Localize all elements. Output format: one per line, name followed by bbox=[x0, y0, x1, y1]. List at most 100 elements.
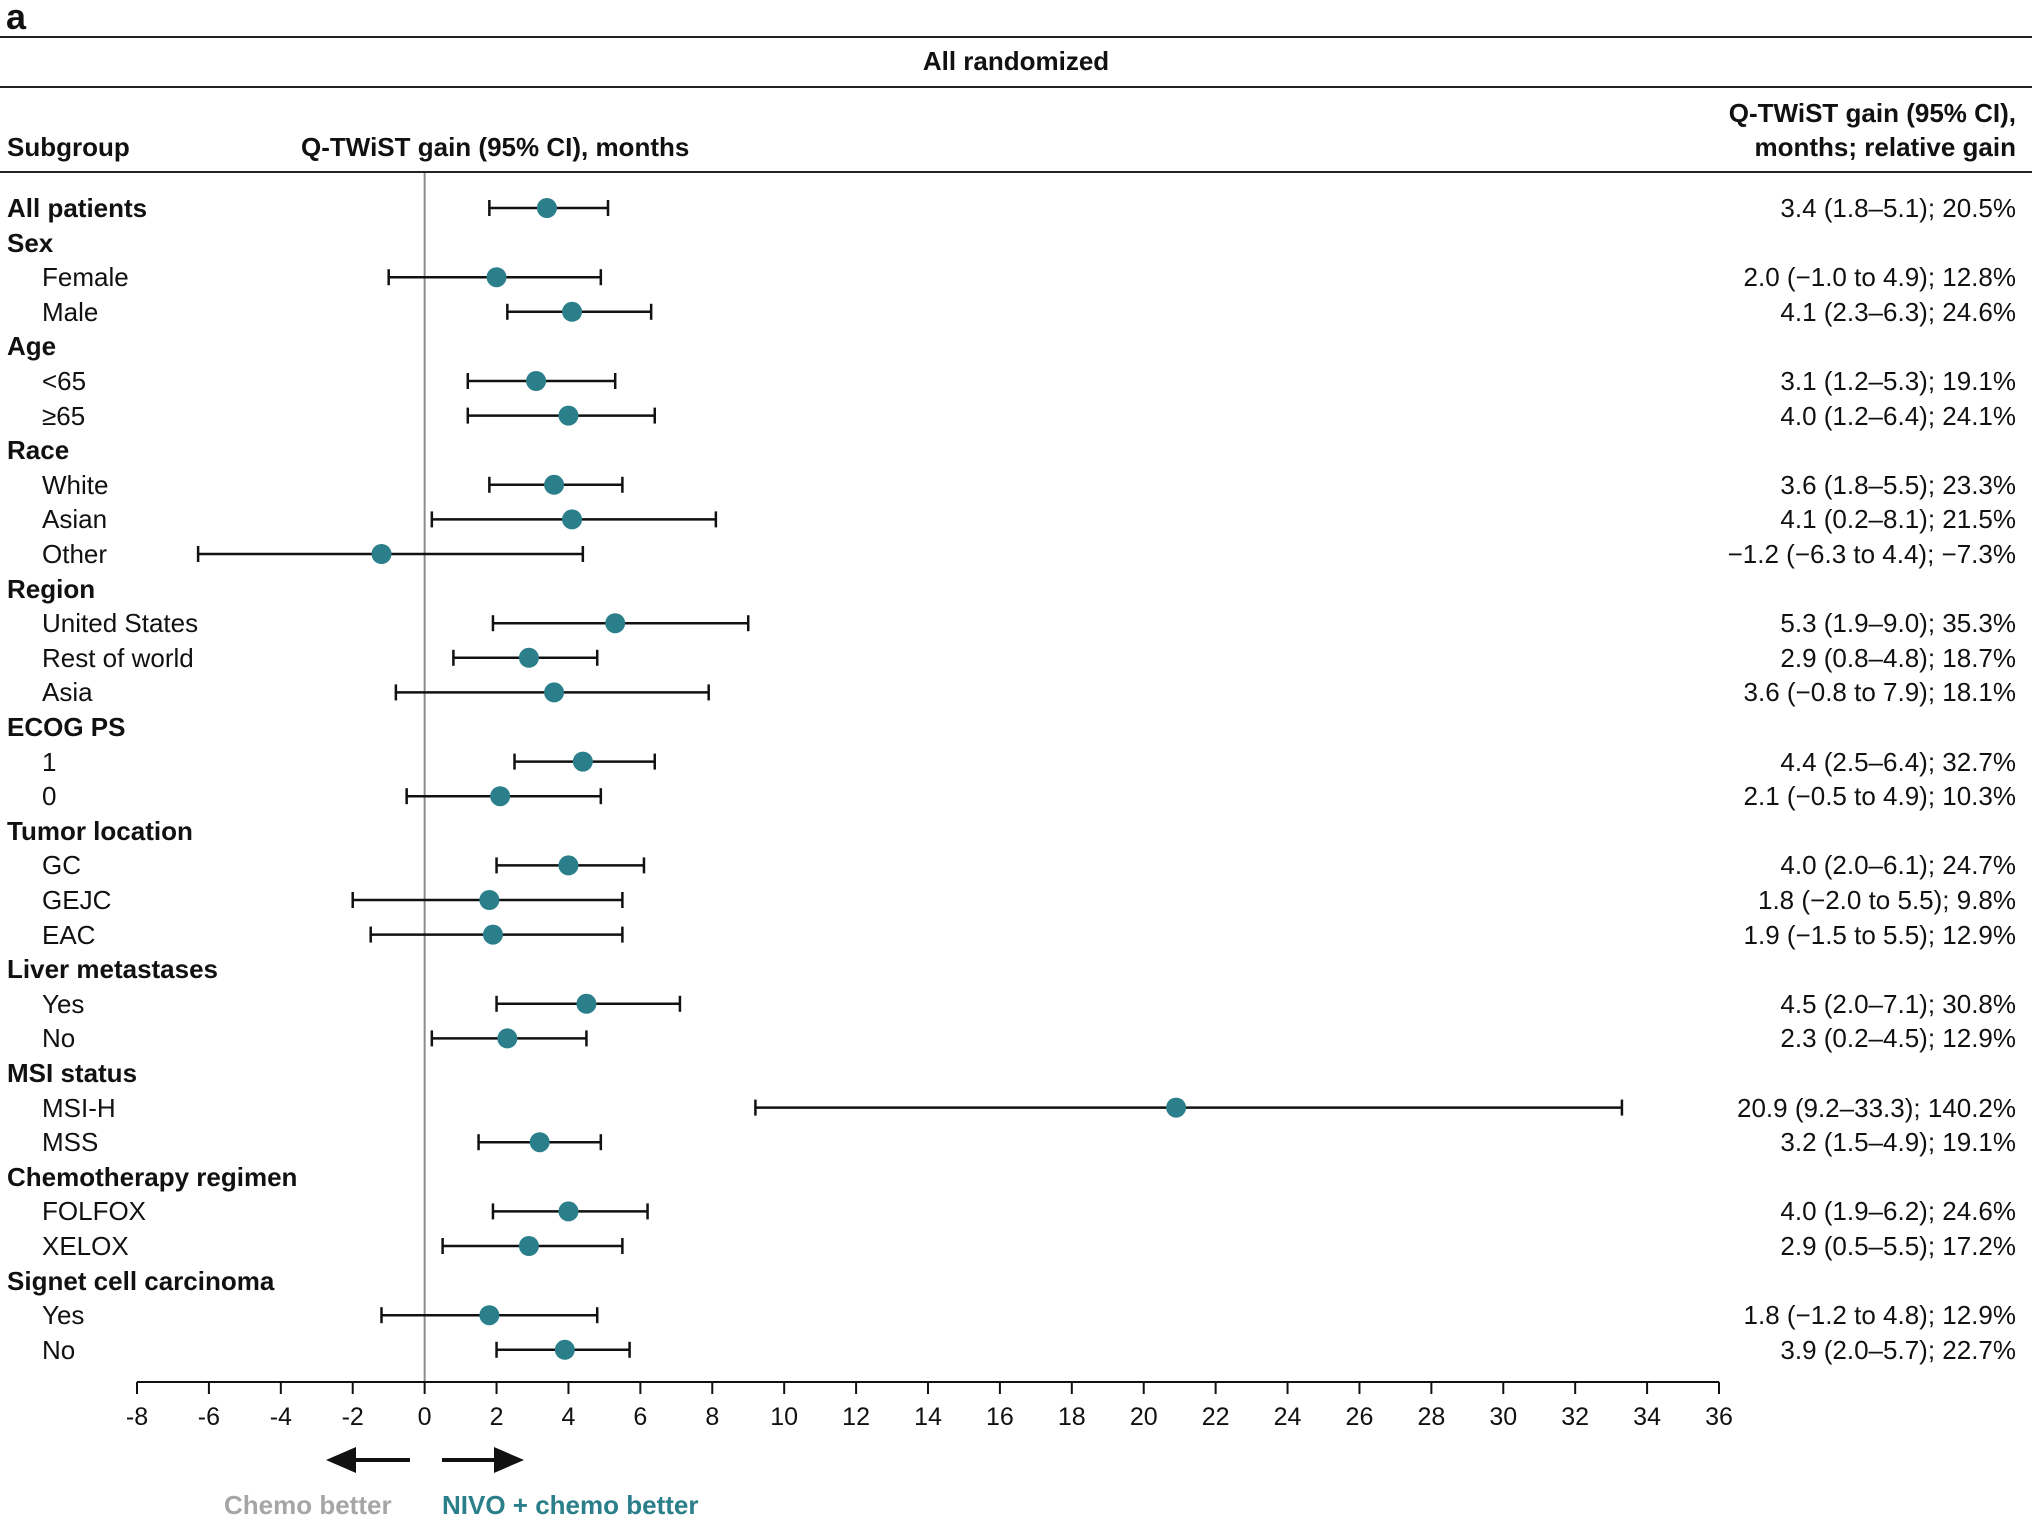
x-tick-label: 0 bbox=[418, 1403, 432, 1431]
right-arrow-head bbox=[494, 1447, 524, 1473]
subgroup-label: No bbox=[42, 1023, 76, 1054]
subgroup-label: White bbox=[42, 469, 109, 500]
nivo-better-label: NIVO + chemo better bbox=[442, 1490, 699, 1520]
point-estimate bbox=[544, 474, 565, 495]
header-rule bbox=[0, 171, 2032, 173]
estimate-text: 3.2 (1.5–4.9); 19.1% bbox=[1780, 1127, 2016, 1158]
point-estimate bbox=[1166, 1097, 1187, 1118]
estimate-text: 2.1 (−0.5 to 4.9); 10.3% bbox=[1743, 781, 2016, 812]
point-estimate bbox=[479, 890, 500, 910]
subgroup-label: <65 bbox=[42, 366, 87, 396]
estimate-text: 3.4 (1.8–5.1); 20.5% bbox=[1780, 193, 2016, 223]
x-tick-label: 28 bbox=[1417, 1403, 1445, 1431]
estimate-text: 4.0 (1.2–6.4); 24.1% bbox=[1780, 400, 2016, 431]
x-tick-label: -2 bbox=[342, 1403, 364, 1431]
x-tick-label: 36 bbox=[1705, 1403, 1733, 1431]
x-tick-label: 34 bbox=[1633, 1403, 1661, 1431]
x-tick-label: 16 bbox=[986, 1403, 1014, 1431]
subgroup-label: Yes bbox=[42, 1300, 85, 1331]
point-estimate bbox=[558, 405, 579, 426]
subgroup-heading: Tumor location bbox=[7, 815, 193, 846]
subgroup-heading: Race bbox=[7, 435, 70, 466]
x-tick-label: -8 bbox=[126, 1403, 148, 1431]
estimate-text: 2.0 (−1.0 to 4.9); 12.8% bbox=[1743, 262, 2016, 293]
point-estimate bbox=[479, 1305, 500, 1326]
subgroup-heading: Region bbox=[7, 573, 96, 604]
point-estimate bbox=[605, 613, 626, 634]
subgroup-label: 1 bbox=[42, 746, 57, 777]
estimate-text: 4.0 (2.0–6.1); 24.7% bbox=[1780, 850, 2016, 881]
point-estimate bbox=[482, 924, 503, 945]
subgroup-label: EAC bbox=[42, 919, 96, 950]
subgroup-heading: Liver metastases bbox=[7, 954, 219, 985]
estimate-text: 1.8 (−2.0 to 5.5); 9.8% bbox=[1758, 885, 2016, 915]
point-estimate bbox=[536, 198, 557, 218]
chemo-better-label: Chemo better bbox=[224, 1490, 392, 1520]
point-estimate bbox=[544, 682, 565, 703]
subgroup-label: Female bbox=[42, 262, 129, 293]
subgroup-heading: MSI status bbox=[7, 1058, 138, 1088]
estimate-text: −1.2 (−6.3 to 4.4); −7.3% bbox=[1727, 539, 2016, 569]
estimate-text: 4.4 (2.5–6.4); 32.7% bbox=[1780, 746, 2016, 777]
point-estimate bbox=[518, 1236, 539, 1256]
point-estimate bbox=[562, 301, 583, 322]
subgroup-label: Other bbox=[42, 539, 108, 569]
subgroup-label: No bbox=[42, 1334, 76, 1365]
point-estimate bbox=[529, 1132, 550, 1153]
subgroup-header: Subgroup bbox=[7, 132, 130, 162]
estimate-text: 2.3 (0.2–4.5); 12.9% bbox=[1780, 1023, 2016, 1054]
point-estimate bbox=[497, 1028, 518, 1049]
x-tick-label: 2 bbox=[490, 1403, 504, 1431]
subgroup-label: XELOX bbox=[42, 1231, 129, 1261]
x-tick-label: 32 bbox=[1561, 1403, 1589, 1431]
estimate-text: 3.9 (2.0–5.7); 22.7% bbox=[1780, 1334, 2016, 1365]
point-estimate bbox=[486, 267, 507, 288]
estimate-text: 20.9 (9.2–33.3); 140.2% bbox=[1737, 1092, 2016, 1123]
x-tick-label: 30 bbox=[1489, 1403, 1517, 1431]
subgroup-label: MSS bbox=[42, 1127, 99, 1158]
estimate-text: 3.1 (1.2–5.3); 19.1% bbox=[1780, 366, 2016, 396]
subgroup-label: FOLFOX bbox=[42, 1196, 147, 1227]
x-tick-label: 6 bbox=[633, 1403, 647, 1431]
point-estimate bbox=[576, 993, 597, 1014]
subgroup-label: 0 bbox=[42, 781, 57, 812]
estimate-text: 5.3 (1.9–9.0); 35.3% bbox=[1780, 608, 2016, 639]
panel-label: a bbox=[6, 0, 27, 37]
x-tick-label: 18 bbox=[1058, 1403, 1086, 1431]
subgroup-label: GC bbox=[42, 850, 81, 881]
x-tick-label: 8 bbox=[705, 1403, 719, 1431]
subgroup-heading: Age bbox=[7, 331, 57, 362]
estimate-text: 4.5 (2.0–7.1); 30.8% bbox=[1780, 988, 2016, 1019]
point-estimate bbox=[526, 371, 547, 391]
point-estimate bbox=[371, 544, 392, 564]
value-header-line1: Q-TWiST gain (95% CI), bbox=[1728, 98, 2016, 128]
subgroup-label: Asian bbox=[42, 504, 108, 535]
subgroup-heading: Signet cell carcinoma bbox=[7, 1265, 275, 1296]
estimate-text: 3.6 (−0.8 to 7.9); 18.1% bbox=[1743, 677, 2016, 708]
subgroup-label: United States bbox=[42, 608, 199, 639]
subgroup-label: GEJC bbox=[42, 885, 112, 915]
estimate-text: 4.0 (1.9–6.2); 24.6% bbox=[1780, 1196, 2016, 1227]
estimate-text: 1.9 (−1.5 to 5.5); 12.9% bbox=[1743, 919, 2016, 950]
subgroup-label: Male bbox=[42, 296, 99, 327]
estimate-text: 2.9 (0.5–5.5); 17.2% bbox=[1780, 1231, 2016, 1261]
x-tick-label: 14 bbox=[914, 1403, 942, 1431]
subgroup-label: Asia bbox=[42, 677, 93, 708]
point-estimate bbox=[554, 1339, 575, 1360]
point-estimate bbox=[490, 786, 511, 807]
point-estimate bbox=[518, 647, 539, 668]
estimate-text: 4.1 (2.3–6.3); 24.6% bbox=[1780, 296, 2016, 327]
subgroup-label: Rest of world bbox=[42, 642, 194, 673]
value-header: Q-TWiST gain (95% CI), months; relative … bbox=[1729, 96, 2016, 164]
point-estimate bbox=[558, 1201, 579, 1222]
x-tick-label: 24 bbox=[1274, 1403, 1302, 1431]
point-estimate bbox=[562, 509, 583, 530]
estimate-text: 4.1 (0.2–8.1); 21.5% bbox=[1780, 504, 2016, 535]
subgroup-heading: ECOG PS bbox=[7, 712, 126, 742]
x-tick-label: 10 bbox=[770, 1403, 798, 1431]
x-tick-label: 20 bbox=[1130, 1403, 1158, 1431]
x-tick-label: 26 bbox=[1346, 1403, 1374, 1431]
estimate-text: 1.8 (−1.2 to 4.8); 12.9% bbox=[1743, 1300, 2016, 1331]
